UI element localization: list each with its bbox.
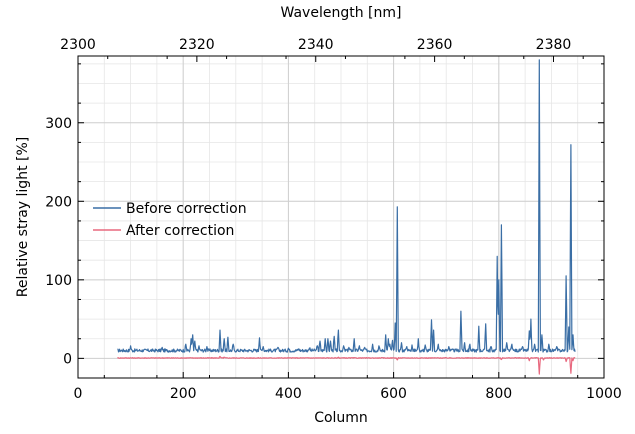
tick-labels: 0 200 400 600 800 1000 2300 2320 2340 2360 2380 0 10… xyxy=(45,37,622,402)
x-tick-label: 600 xyxy=(380,386,407,402)
series-layer xyxy=(117,59,576,375)
top-tick-label: 2380 xyxy=(536,37,572,53)
top-tick-label: 2340 xyxy=(298,37,334,53)
x-tick-label: 200 xyxy=(170,386,197,402)
x-tick-label: 400 xyxy=(275,386,302,402)
y-tick-label: 100 xyxy=(45,273,72,289)
x-tick-label: 800 xyxy=(485,386,512,402)
ticks xyxy=(77,56,605,378)
y-tick-label: 0 xyxy=(63,351,72,367)
x-tick-label: 0 xyxy=(74,386,83,402)
y-axis-title: Relative stray light [%] xyxy=(15,137,31,297)
series-line-before xyxy=(117,59,576,353)
y-tick-label: 300 xyxy=(45,116,72,132)
x-tick-label: 1000 xyxy=(586,386,622,402)
y-tick-label: 200 xyxy=(45,194,72,210)
plot-frame xyxy=(77,55,605,379)
top-tick-label: 2360 xyxy=(417,37,453,53)
legend-label-before: Before correction xyxy=(126,201,247,217)
legend: Before correction After correction xyxy=(93,201,247,239)
grid xyxy=(78,56,604,378)
top-tick-label: 2300 xyxy=(60,37,96,53)
secondary-x-axis-title: Wavelength [nm] xyxy=(281,5,402,21)
legend-label-after: After correction xyxy=(126,223,234,239)
top-tick-label: 2320 xyxy=(179,37,215,53)
series-line-after xyxy=(117,355,576,375)
x-axis-title: Column xyxy=(314,410,368,426)
